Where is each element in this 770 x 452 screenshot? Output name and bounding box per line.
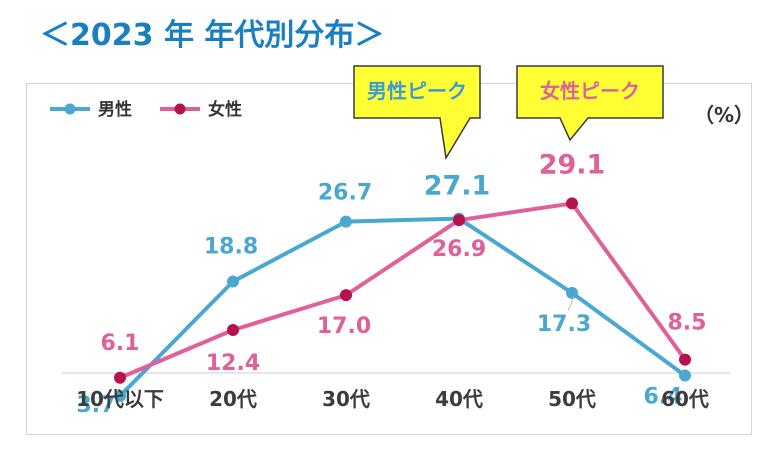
leader-line bbox=[567, 296, 575, 312]
callout-label-male: 男性ピーク bbox=[367, 79, 467, 103]
point-female-4 bbox=[566, 197, 578, 210]
callout-box-male bbox=[353, 65, 481, 161]
x-tick-label: 50代 bbox=[548, 387, 596, 411]
series-line-male bbox=[118, 216, 687, 398]
point-male-0 bbox=[114, 389, 126, 402]
legend: 男性 女性 bbox=[50, 99, 242, 120]
point-female-1 bbox=[227, 324, 239, 337]
x-tick-label: 30代 bbox=[322, 387, 370, 411]
callout-label-female: 女性ピーク bbox=[540, 79, 640, 103]
point-female-5 bbox=[679, 353, 691, 366]
data-label-female-5: 8.5 bbox=[668, 311, 707, 336]
data-label-female-4: 29.1 bbox=[539, 149, 606, 180]
legend-label-male: 男性 bbox=[98, 99, 132, 120]
x-tick-label: 60代 bbox=[661, 387, 709, 411]
point-male-5 bbox=[679, 369, 691, 382]
data-label-male-3: 27.1 bbox=[424, 171, 491, 202]
unit-label: （%） bbox=[694, 103, 754, 127]
x-tick-label: 10代以下 bbox=[76, 387, 164, 411]
legend-marker-female bbox=[174, 103, 186, 115]
data-label-female-3: 26.9 bbox=[432, 237, 486, 262]
series-line-female bbox=[119, 201, 687, 380]
data-label-male-0: 3.7 bbox=[77, 393, 116, 418]
point-male-4 bbox=[566, 286, 578, 299]
data-label-male-2: 26.7 bbox=[318, 181, 372, 206]
data-label-female-2: 17.0 bbox=[317, 314, 371, 339]
legend-label-female: 女性 bbox=[208, 99, 242, 120]
point-female-3 bbox=[453, 214, 465, 227]
data-label-female-0: 6.1 bbox=[101, 331, 140, 356]
data-label-male-1: 18.8 bbox=[204, 234, 258, 259]
page-title: ＜2023 年 年代別分布＞ bbox=[40, 18, 385, 53]
data-label-male-4: 17.3 bbox=[537, 312, 591, 337]
data-label-male-5: 6.4 bbox=[644, 384, 683, 409]
point-male-2 bbox=[340, 215, 352, 228]
point-female-0 bbox=[114, 371, 126, 384]
legend-marker-male bbox=[64, 103, 76, 115]
series-layer: 3.7 18.8 26.7 27.1 17.3 6.4 6.1 12.4 17.0 26.9 29.… bbox=[77, 149, 707, 418]
point-female-2 bbox=[340, 289, 352, 302]
data-label-female-1: 12.4 bbox=[206, 351, 260, 376]
x-tick-label: 20代 bbox=[209, 387, 257, 411]
x-axis-ticks: 10代以下 20代 30代 40代 50代 60代 bbox=[76, 387, 709, 411]
callout-box-female bbox=[516, 65, 664, 142]
point-male-1 bbox=[227, 275, 239, 288]
x-tick-label: 40代 bbox=[435, 387, 483, 411]
callouts: 男性ピーク 女性ピーク bbox=[353, 65, 664, 161]
